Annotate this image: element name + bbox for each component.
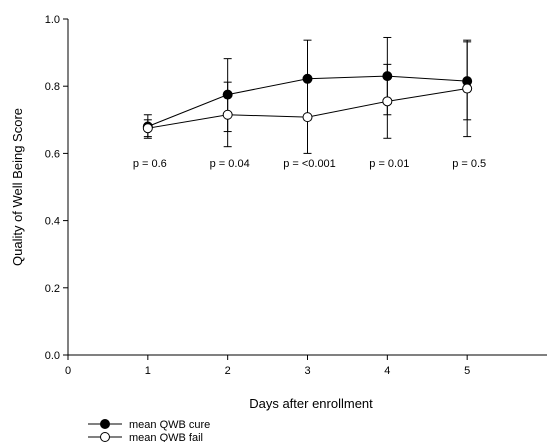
x-tick-label: 5	[464, 365, 470, 377]
y-tick-label: 0.0	[45, 350, 60, 362]
y-tick-label: 0.4	[45, 216, 60, 228]
x-tick-label: 0	[65, 365, 71, 377]
fail-point	[142, 123, 153, 134]
y-axis-label: Quality of Well Being Score	[10, 108, 25, 266]
x-tick-label: 1	[145, 365, 151, 377]
fail-point	[302, 112, 313, 123]
cure-point	[222, 89, 233, 100]
p-value-annotation: p = 0.04	[210, 158, 250, 170]
data-points	[142, 71, 473, 134]
p-value-annotation: p = <0.001	[283, 158, 336, 170]
p-value-annotation: p = 0.01	[369, 158, 409, 170]
legend-marker-cure	[100, 419, 110, 429]
fail-point	[382, 96, 393, 107]
y-tick-label: 0.2	[45, 283, 60, 295]
y-tick-label: 0.8	[45, 81, 60, 93]
ticks: 0.0 0.2 0.4 0.6 0.8 1.0 0 1 2 3 4 5	[45, 14, 471, 377]
cure-point	[302, 73, 313, 84]
p-value-annotation: p = 0.6	[133, 158, 167, 170]
x-tick-label: 2	[225, 365, 231, 377]
p-value-annotation: p = 0.5	[452, 158, 486, 170]
y-tick-label: 1.0	[45, 14, 60, 26]
y-tick-label: 0.6	[45, 148, 60, 160]
annotations: p = 0.6 p = 0.04 p = <0.001 p = 0.01 p = 0.5	[133, 158, 486, 170]
x-tick-label: 3	[304, 365, 310, 377]
legend-marker-fail	[100, 432, 110, 442]
legend-label: mean QWB cure	[129, 419, 210, 431]
legend-label: mean QWB fail	[129, 432, 203, 442]
x-axis-label: Days after enrollment	[249, 396, 373, 411]
cure-point	[382, 71, 393, 82]
fail-point	[462, 83, 473, 94]
x-tick-label: 4	[384, 365, 390, 377]
fail-point	[222, 109, 233, 120]
